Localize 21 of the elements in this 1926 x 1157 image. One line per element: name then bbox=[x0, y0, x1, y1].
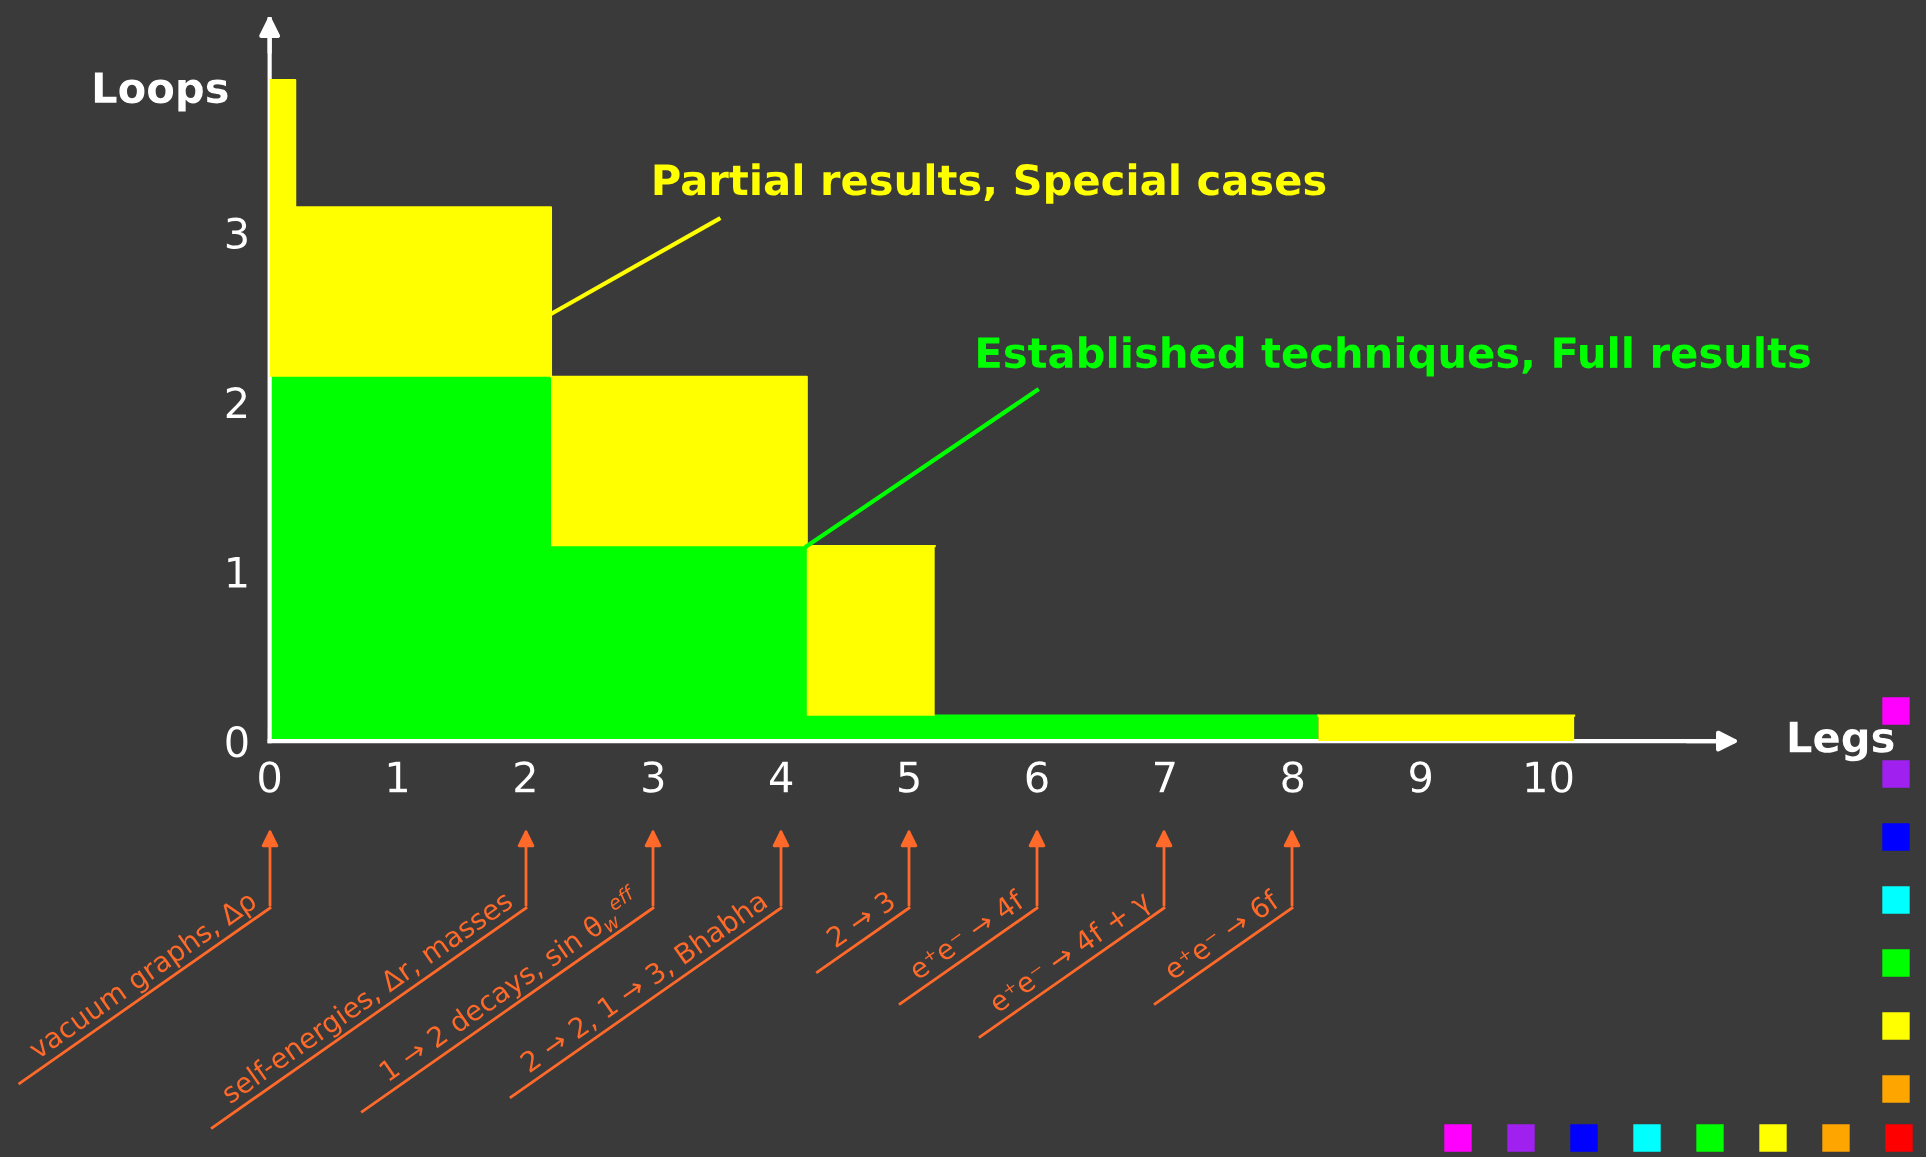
x-axis-title: Legs bbox=[1789, 721, 1894, 762]
y-axis-title: Loops bbox=[94, 72, 228, 112]
y-tick-label: 0 bbox=[226, 725, 248, 758]
x-tick-label: 2 bbox=[515, 761, 535, 793]
x-tick-label: 4 bbox=[770, 761, 793, 793]
x-tick-label: 3 bbox=[643, 761, 664, 793]
x-tick-label: 5 bbox=[899, 761, 919, 793]
text: 2 → 3 bbox=[825, 889, 897, 949]
text: Partial results, Special cases bbox=[654, 163, 1326, 204]
x-tick-label: 6 bbox=[1026, 761, 1048, 793]
text: Established techniques, Full results bbox=[978, 336, 1810, 377]
x-tick-label: 9 bbox=[1410, 761, 1431, 793]
x-tick-label: 1 bbox=[388, 761, 407, 793]
x-tick-label: 7 bbox=[1155, 761, 1175, 793]
x-tick-label: 8 bbox=[1282, 761, 1304, 793]
y-tick-label: 3 bbox=[226, 217, 247, 250]
y-tick-label: 2 bbox=[226, 387, 247, 418]
y-tick-label: 1 bbox=[228, 557, 247, 588]
text: e⁺e⁻ → 6f bbox=[1161, 887, 1282, 981]
x-tick-label: 10 bbox=[1526, 761, 1573, 793]
x-tick-label: 0 bbox=[259, 761, 281, 793]
